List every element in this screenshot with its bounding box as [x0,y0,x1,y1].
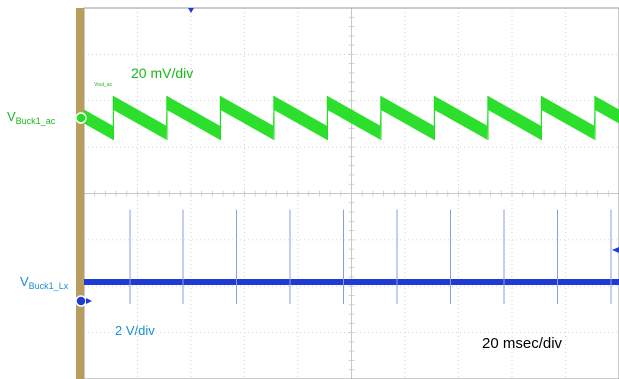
ch2-label: VBuck1_Lx [20,274,69,291]
graticule [83,7,619,379]
ch1-ripple-band [84,95,619,140]
ch2-ground-marker [75,295,87,307]
ch1-ground-marker [75,112,87,124]
channel-1-trace [84,95,619,141]
ch1-tiny-tag: Vout_ac [94,82,113,88]
trigger-level-arrow [612,247,619,253]
ch2-scale-label: 2 V/div [115,323,155,338]
trigger-position-marker [188,8,194,13]
ch1-label: VBuck1_ac [7,109,56,126]
channel-2-trace [84,209,619,304]
ch2-dc-line [84,279,619,285]
timebase-label: 20 msec/div [482,335,563,352]
left-marker-bar [76,8,84,379]
ch1-scale-label: 20 mV/div [131,65,193,81]
ch2-offset-arrow [86,298,92,304]
